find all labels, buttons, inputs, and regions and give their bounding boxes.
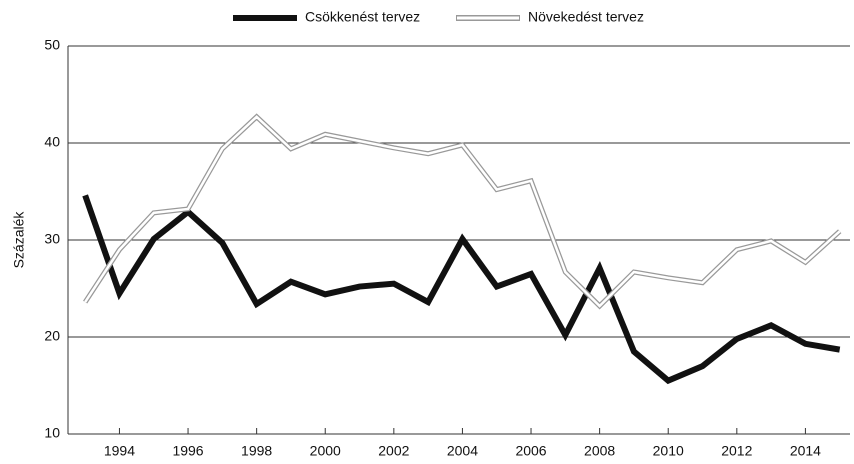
y-tick-label: 20 (44, 328, 60, 344)
x-tick-label: 2004 (447, 443, 478, 459)
legend-label: Növekedést tervez (528, 9, 644, 25)
y-axis-label: Százalék (11, 211, 27, 269)
x-tick-label: 1998 (241, 443, 272, 459)
y-tick-label: 40 (44, 134, 60, 150)
y-tick-label: 10 (44, 425, 60, 441)
x-tick-label: 2012 (721, 443, 752, 459)
x-tick-label: 2002 (378, 443, 409, 459)
x-tick-label: 2006 (515, 443, 546, 459)
line (82, 194, 841, 385)
x-tick-label: 2010 (653, 443, 684, 459)
x-tick-label: 2014 (790, 443, 821, 459)
x-tick-label: 2000 (310, 443, 341, 459)
y-tick-label: 50 (44, 37, 60, 53)
x-tick-label: 2008 (584, 443, 615, 459)
legend-label: Csökkenést tervez (305, 9, 420, 25)
y-tick-label: 30 (44, 231, 60, 247)
x-tick-label: 1996 (172, 443, 203, 459)
line-inner (84, 115, 841, 308)
x-tick-label: 1994 (104, 443, 135, 459)
